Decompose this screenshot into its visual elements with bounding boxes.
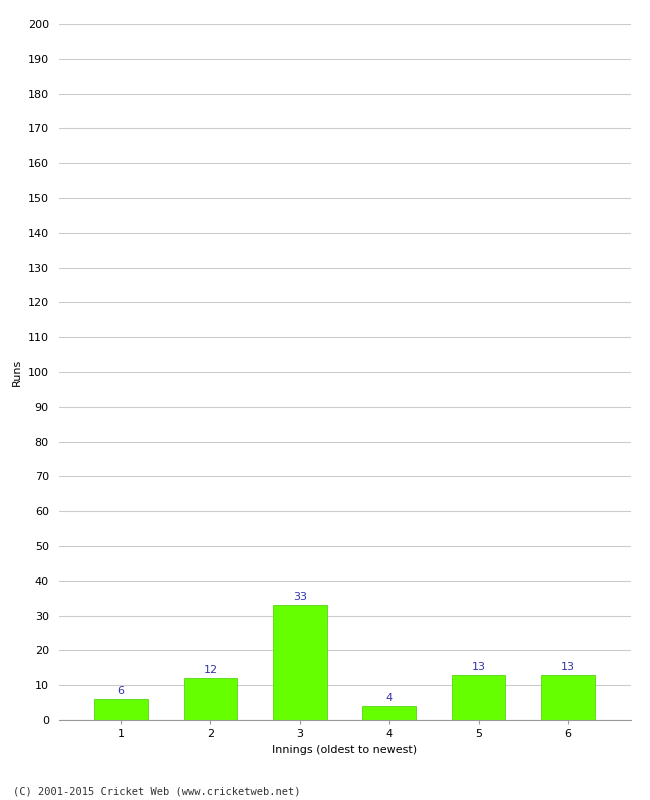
Y-axis label: Runs: Runs [12, 358, 22, 386]
Text: 12: 12 [203, 666, 218, 675]
Bar [541, 674, 595, 720]
Bar [452, 674, 506, 720]
Bar [363, 706, 416, 720]
Bar [273, 605, 326, 720]
Text: 13: 13 [561, 662, 575, 672]
Text: 4: 4 [385, 694, 393, 703]
Text: 13: 13 [471, 662, 486, 672]
Bar [94, 699, 148, 720]
Text: (C) 2001-2015 Cricket Web (www.cricketweb.net): (C) 2001-2015 Cricket Web (www.cricketwe… [13, 786, 300, 796]
Bar [183, 678, 237, 720]
Text: 33: 33 [292, 592, 307, 602]
Text: 6: 6 [118, 686, 125, 696]
X-axis label: Innings (oldest to newest): Innings (oldest to newest) [272, 745, 417, 754]
